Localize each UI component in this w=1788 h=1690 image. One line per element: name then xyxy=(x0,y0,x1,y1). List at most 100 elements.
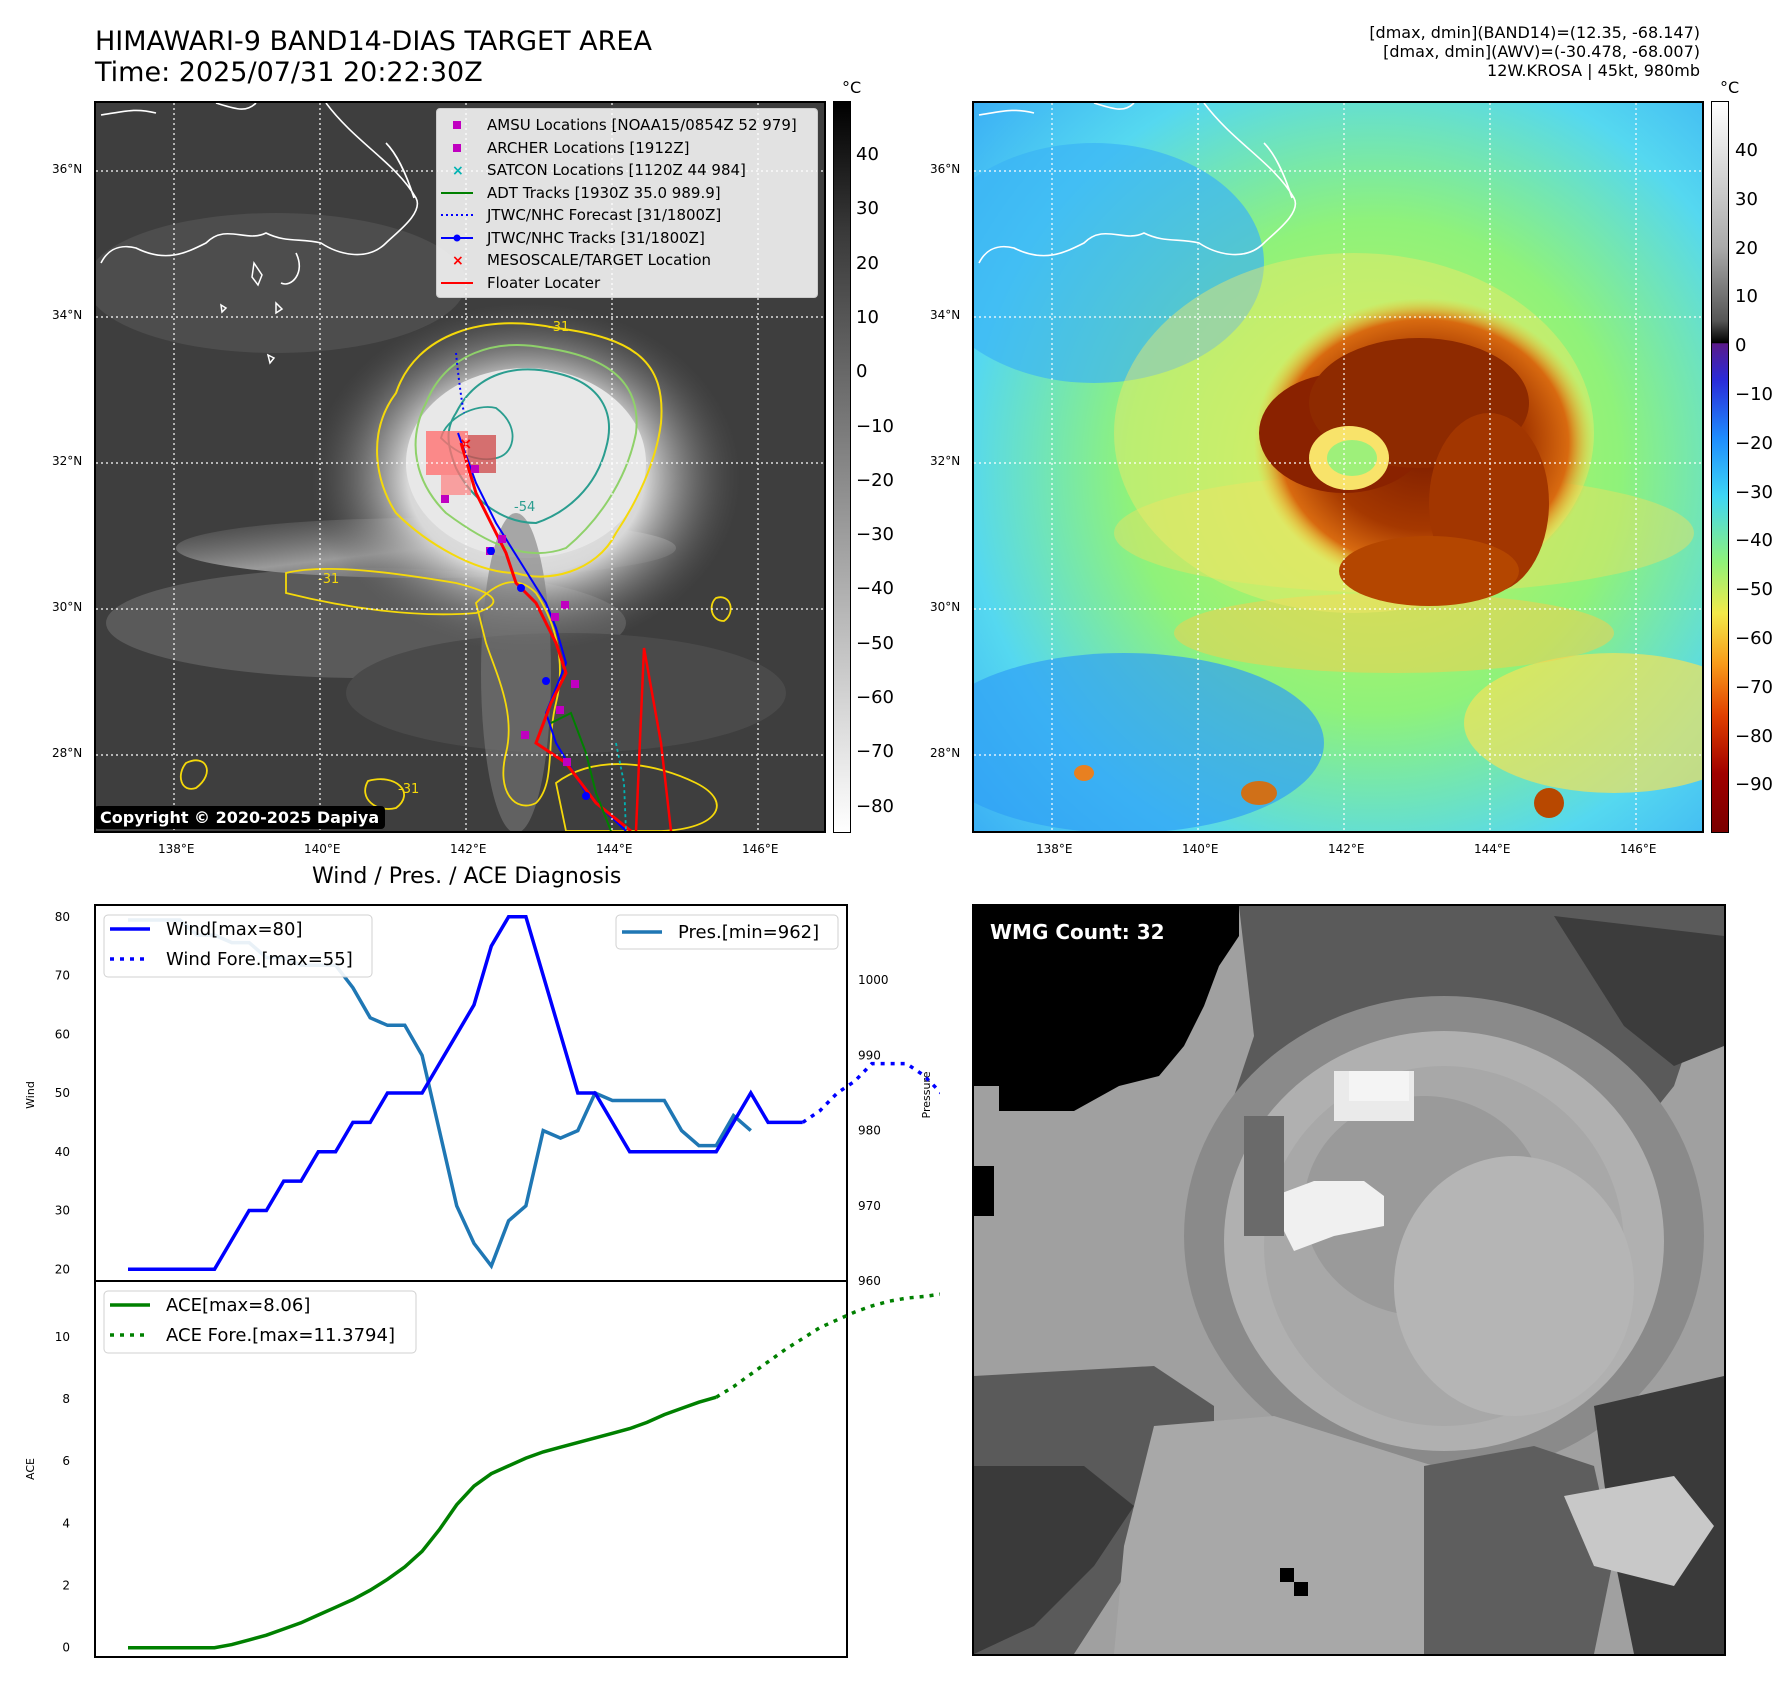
lat-tick: 30°N xyxy=(52,600,83,614)
ace-axis-label: ACE xyxy=(24,1458,37,1480)
legend-label: JTWC/NHC Forecast [31/1800Z] xyxy=(487,206,722,224)
ace-y-tick: 10 xyxy=(55,1330,70,1344)
wind-y-tick: 30 xyxy=(55,1204,70,1218)
legend-ace: ACE[max=8.06] xyxy=(166,1295,310,1316)
wmg-image xyxy=(974,906,1724,1654)
lat-tick: 36°N xyxy=(930,162,961,176)
legend-marker-icon xyxy=(439,273,475,293)
colorbar-tick: −10 xyxy=(856,415,894,437)
header-band14-range: [dmax, dmin](BAND14)=(12.35, -68.147) xyxy=(1369,23,1700,42)
ace-series-line xyxy=(128,1395,717,1650)
colorbar-tick: 10 xyxy=(856,306,879,328)
contour-label: -31 xyxy=(318,572,339,587)
lat-tick: 32°N xyxy=(52,454,83,468)
colorbar-tick: −40 xyxy=(1735,530,1773,552)
legend-item: AMSU Locations [NOAA15/0854Z 52 979] xyxy=(437,115,817,135)
lat-tick: 34°N xyxy=(930,308,961,322)
wind-y-tick: 60 xyxy=(55,1027,70,1041)
colorbar-tick: −20 xyxy=(1735,432,1773,454)
ace-legend: ACE[max=8.06] ACE Fore.[max=11.3794] xyxy=(103,1290,417,1354)
legend-label: ARCHER Locations [1912Z] xyxy=(487,138,690,157)
ace-y-tick: 4 xyxy=(62,1516,70,1530)
ace-y-tick: 8 xyxy=(62,1392,70,1406)
contour-label: -54 xyxy=(514,500,535,515)
awv-colorbar xyxy=(1711,101,1729,833)
legend-marker-icon xyxy=(439,205,475,225)
legend-label: SATCON Locations [1120Z 44 984] xyxy=(487,161,746,179)
lon-tick: 138°E xyxy=(158,842,195,856)
lat-tick: 34°N xyxy=(52,308,83,322)
legend-marker-icon xyxy=(439,115,475,135)
lat-tick: 32°N xyxy=(930,454,961,468)
pres-legend: Pres.[min=962] xyxy=(615,914,839,950)
lon-tick: 144°E xyxy=(596,842,633,856)
legend-marker-icon xyxy=(439,138,475,158)
map-time: Time: 2025/07/31 20:22:30Z xyxy=(95,57,483,88)
pressure-y-tick: 980 xyxy=(858,1124,881,1138)
header-storm-info: 12W.KROSA | 45kt, 980mb xyxy=(1487,61,1700,80)
lat-tick: 30°N xyxy=(930,600,961,614)
legend-wind: Wind[max=80] xyxy=(166,919,303,940)
colorbar-tick: 40 xyxy=(1735,140,1758,161)
colorbar-tick: −40 xyxy=(856,578,894,600)
lon-tick: 142°E xyxy=(450,842,487,856)
svg-text:×: × xyxy=(452,253,464,269)
legend-label: ADT Tracks [1930Z 35.0 989.9] xyxy=(487,183,721,202)
ace-y-tick: 6 xyxy=(62,1454,70,1468)
colorbar-tick: −10 xyxy=(1735,384,1773,405)
wind-y-tick: 20 xyxy=(55,1262,70,1276)
ace-y-tick: 2 xyxy=(62,1579,70,1593)
legend-item: ADT Tracks [1930Z 35.0 989.9] xyxy=(437,183,817,203)
colorbar-tick: −20 xyxy=(856,469,894,491)
colorbar-tick: −90 xyxy=(1735,774,1773,796)
contour-label: -31 xyxy=(398,782,419,797)
colorbar-tick: 10 xyxy=(1735,286,1758,308)
copyright-label: Copyright © 2020-2025 Dapiya xyxy=(94,806,386,829)
legend-marker-icon: × xyxy=(439,160,475,180)
wind-y-tick: 70 xyxy=(55,969,70,983)
wind-series-line xyxy=(128,915,803,1272)
lon-tick: 140°E xyxy=(304,842,341,856)
pressure-axis-label: Pressure xyxy=(920,1071,933,1118)
wind-y-tick: 50 xyxy=(55,1086,70,1100)
lon-tick: 140°E xyxy=(1182,842,1219,856)
pressure-y-tick: 990 xyxy=(858,1048,881,1062)
legend-wind-fore: Wind Fore.[max=55] xyxy=(166,949,353,970)
colorbar-tick: −80 xyxy=(1735,725,1773,747)
contour-label: -31 xyxy=(548,320,569,335)
diagnosis-title: Wind / Pres. / ACE Diagnosis xyxy=(312,864,622,889)
wind-y-tick: 40 xyxy=(55,1145,70,1159)
lon-tick: 146°E xyxy=(742,842,779,856)
legend-pres: Pres.[min=962] xyxy=(678,922,819,943)
legend-ace-fore: ACE Fore.[max=11.3794] xyxy=(166,1325,395,1346)
colorbar-tick: 20 xyxy=(1735,237,1758,259)
pressure-y-tick: 960 xyxy=(858,1274,881,1288)
legend-label: MESOSCALE/TARGET Location xyxy=(487,251,712,269)
legend-marker-icon: × xyxy=(439,250,475,270)
colorbar-tick: −60 xyxy=(1735,628,1773,649)
legend-item: × MESOSCALE/TARGET Location xyxy=(437,250,817,270)
colorbar-tick: 0 xyxy=(1735,335,1747,357)
colorbar-tick: 40 xyxy=(856,144,879,165)
colorbar-tick: −50 xyxy=(1735,579,1773,601)
ace-forecast-series-line xyxy=(715,1292,940,1399)
colorbar-tick: −80 xyxy=(856,795,894,817)
colorbar-tick: 30 xyxy=(1735,188,1758,210)
band14-map-panel: -31 -54 -31 -31 × xyxy=(94,101,826,833)
awv-map-panel xyxy=(972,101,1704,833)
map-title: HIMAWARI-9 BAND14-DIAS TARGET AREA xyxy=(95,26,652,57)
wind-axis-label: Wind xyxy=(24,1081,37,1109)
wmg-count-label: WMG Count: 32 xyxy=(990,920,1165,944)
map-legend: AMSU Locations [NOAA15/0854Z 52 979] ARCH… xyxy=(436,108,818,298)
legend-item: JTWC/NHC Tracks [31/1800Z] xyxy=(437,228,817,248)
lat-tick: 28°N xyxy=(930,746,961,760)
band14-colorbar xyxy=(833,101,851,833)
legend-item: ARCHER Locations [1912Z] xyxy=(437,138,817,158)
band14-map: -31 -54 -31 -31 × xyxy=(96,103,824,831)
colorbar-tick: −60 xyxy=(856,687,894,708)
legend-item: JTWC/NHC Forecast [31/1800Z] xyxy=(437,205,817,225)
legend-marker-icon xyxy=(439,183,475,203)
header-stats: [dmax, dmin](BAND14)=(12.35, -68.147) [d… xyxy=(1369,23,1700,80)
wmg-panel xyxy=(972,904,1726,1656)
colorbar-tick: 30 xyxy=(856,198,879,220)
